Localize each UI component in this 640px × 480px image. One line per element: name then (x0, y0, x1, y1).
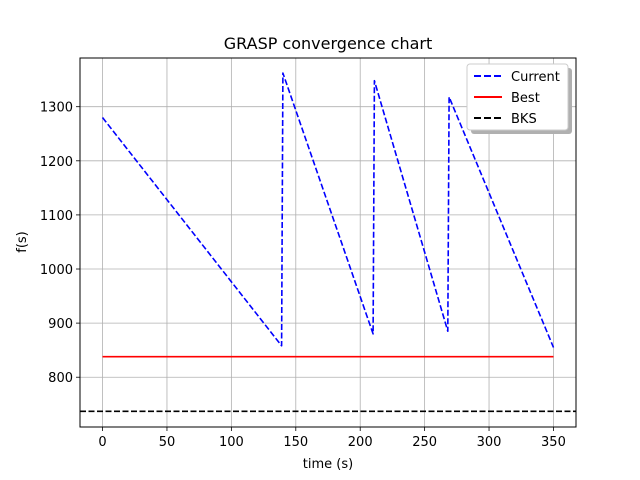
plot-frame (79, 57, 577, 428)
legend-box (466, 63, 569, 131)
x-tick-label: 250 (412, 435, 437, 450)
x-tick-label: 50 (159, 435, 176, 450)
series-line-current (101, 72, 555, 348)
legend-label-bks: BKS (511, 112, 537, 127)
x-tick-label: 350 (541, 435, 566, 450)
legend-label-current: Current (511, 70, 560, 85)
legend: Current Best BKS (466, 63, 572, 134)
y-tick-label: 900 (48, 317, 73, 332)
legend-label-best: Best (511, 91, 540, 106)
x-tick-label: 200 (348, 435, 373, 450)
y-axis-label: f(s) (15, 231, 30, 253)
x-tick-label: 100 (219, 435, 244, 450)
series-lines (80, 72, 576, 413)
y-tick-label: 800 (48, 371, 73, 386)
x-tick-label: 300 (477, 435, 502, 450)
y-tick-label: 1100 (40, 209, 73, 224)
x-axis-label: time (s) (303, 457, 353, 472)
chart-title: GRASP convergence chart (224, 34, 433, 53)
y-tick-label: 1000 (40, 263, 73, 278)
x-tick-label: 150 (283, 435, 308, 450)
axis-ticks: 0 50 100 150 200 250 300 350 800 900 1000 1100 1200 1… (40, 101, 566, 450)
x-tick-label: 0 (98, 435, 106, 450)
y-tick-label: 1200 (40, 155, 73, 170)
y-tick-label: 1300 (40, 101, 73, 116)
